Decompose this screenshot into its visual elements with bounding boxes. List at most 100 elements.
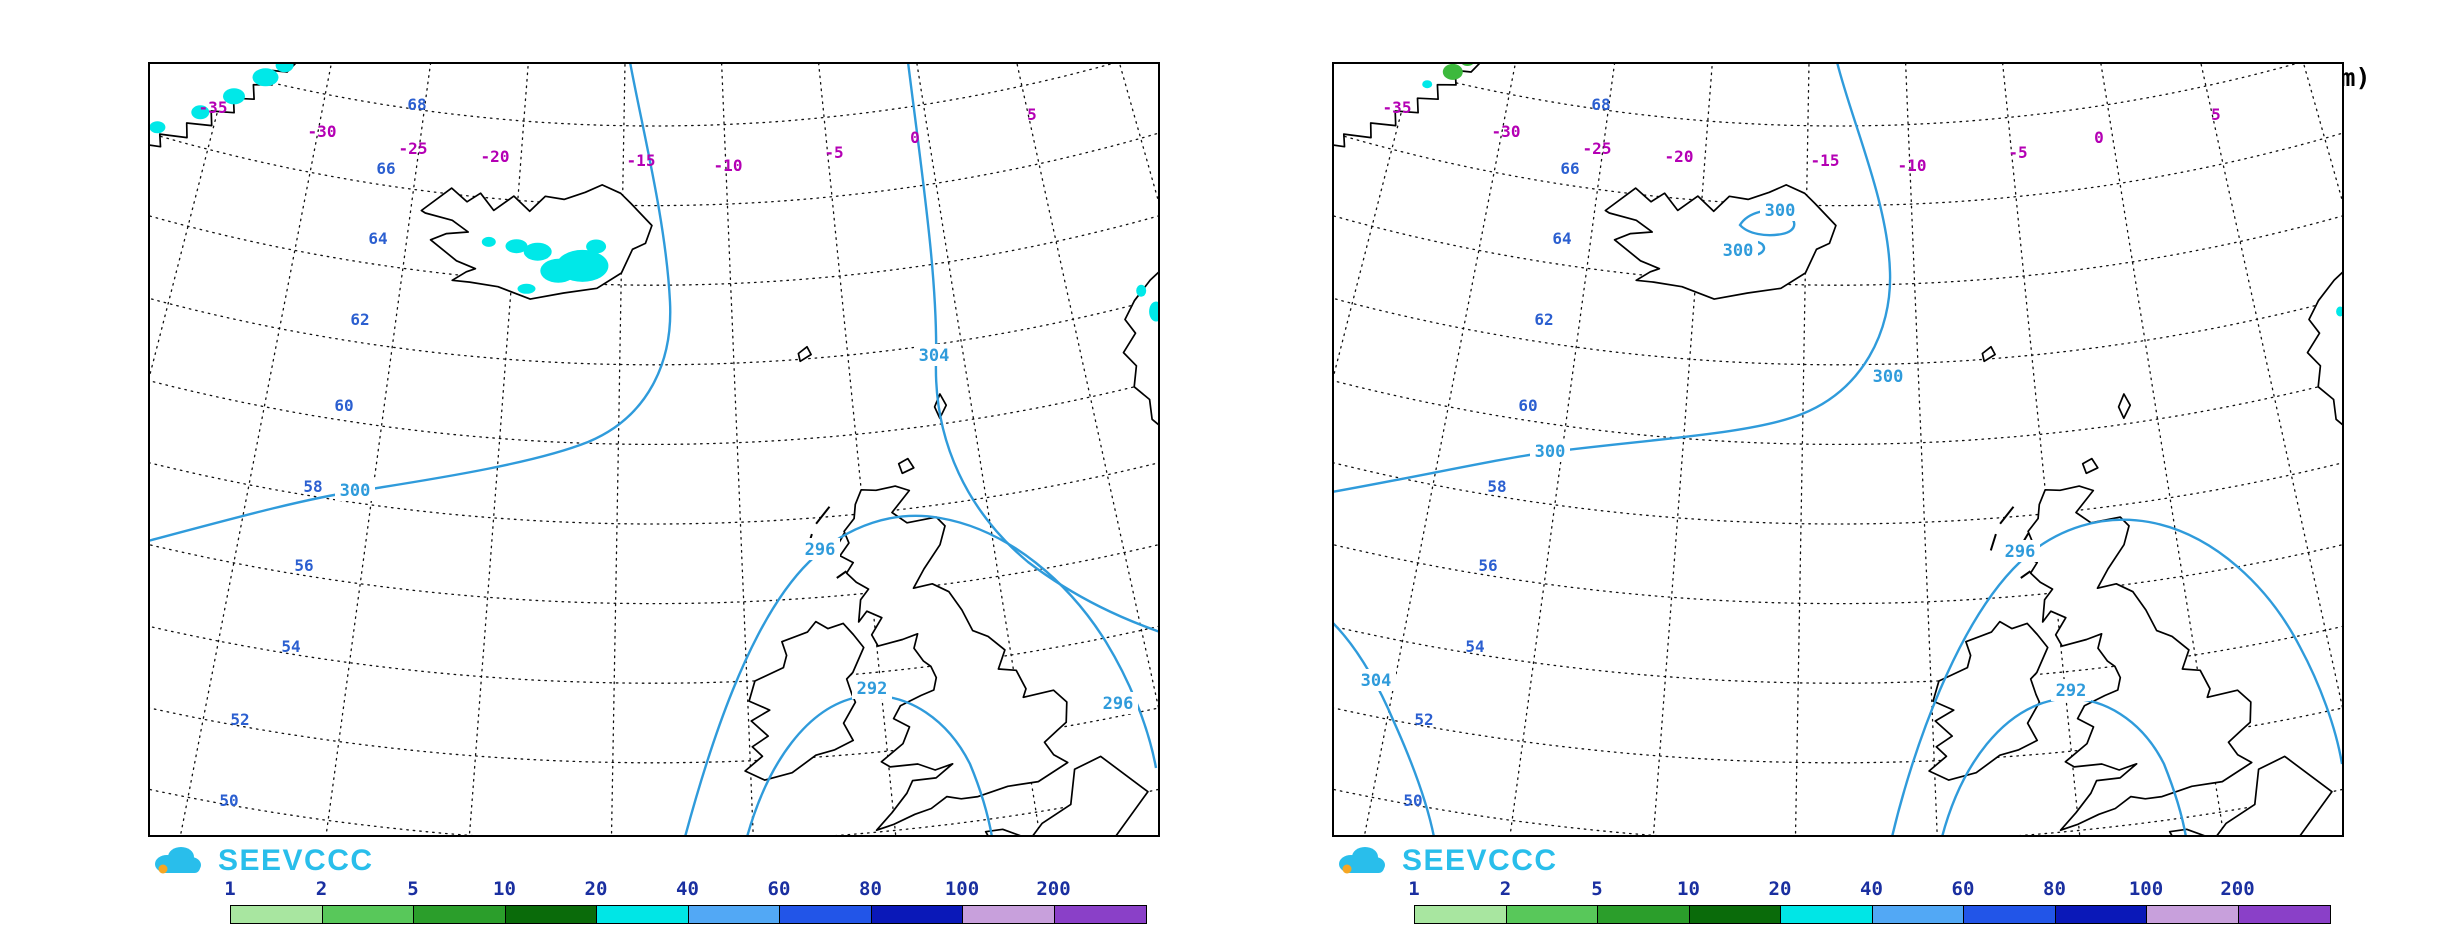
contour-label-bg [2000, 540, 2040, 562]
longitude-label: 5 [2211, 105, 2221, 124]
contour-label: 292 [857, 679, 888, 699]
geopotential-contour [1332, 62, 1892, 494]
longitude-label: -10 [1898, 156, 1927, 175]
latitude-label: 54 [1465, 637, 1484, 656]
coastline [797, 345, 812, 363]
colorbar-label: 2 [315, 878, 328, 900]
colorbar-segment [1053, 905, 1147, 924]
snow-patch [149, 121, 166, 134]
latitude-label: 54 [281, 637, 300, 656]
longitude-label: -5 [2008, 143, 2027, 162]
snow-patch [586, 239, 607, 254]
graticule-line [817, 62, 897, 837]
graticule-line [148, 379, 1160, 446]
latitude-label: 66 [1560, 159, 1579, 178]
graticule-line [1371, 62, 2305, 127]
latitude-label: 66 [376, 159, 395, 178]
colorbar-label: 20 [584, 878, 608, 900]
longitude-label: 5 [1027, 105, 1037, 124]
geopotential-contour [148, 62, 672, 543]
colorbar-segment [687, 905, 781, 924]
colorbar-segment [1780, 905, 1874, 924]
longitude-label: -35 [1383, 98, 1412, 117]
coastline [839, 485, 1069, 832]
colorbar-segment [1505, 905, 1599, 924]
colorbar-segment [1414, 905, 1508, 924]
contour-label-bg [2051, 679, 2091, 701]
graticule-line [1332, 379, 2344, 446]
colorbar-segment [779, 905, 873, 924]
contour-label-bg [914, 344, 954, 366]
snow-patch [275, 62, 294, 73]
snow-patch [540, 258, 577, 283]
contour-label: 300 [1765, 201, 1796, 221]
graticule-line [1332, 62, 1415, 385]
coastline [2020, 570, 2031, 579]
colorbar-label: 10 [1677, 878, 1700, 900]
colorbar-segment [2146, 905, 2240, 924]
graticule-line [148, 214, 1160, 286]
graticule-line [148, 62, 204, 837]
coastline [1928, 620, 2049, 781]
graticule-line [1652, 62, 1714, 837]
geopotential-contour [745, 694, 994, 837]
seevccc-logo: SEEVCCC [1330, 842, 1558, 880]
longitude-label: -5 [824, 143, 843, 162]
geopotential-contour [683, 514, 1158, 837]
colorbar-segment [1871, 905, 1965, 924]
longitude-label: -25 [399, 139, 428, 158]
latitude-label: 64 [1552, 229, 1571, 248]
graticule-line [148, 461, 1160, 525]
longitude-label: -30 [1492, 122, 1521, 141]
colorbar-segment [321, 905, 415, 924]
contour-label-bg [1098, 692, 1138, 714]
colorbar-label: 200 [1036, 878, 1071, 900]
latitude-label: 56 [294, 556, 313, 575]
colorbar-segment [962, 905, 1056, 924]
colorbar-label: 10 [493, 878, 516, 900]
panel-ecmwf: ECMWF forecast: Snow height [cm] and 700… [148, 62, 1160, 924]
cloud-icon [1339, 847, 1385, 874]
snow-patch [517, 283, 536, 294]
coastline [2306, 269, 2344, 427]
latitude-label: 64 [368, 229, 387, 248]
graticule-line [1904, 62, 1938, 837]
colorbar-label: 80 [859, 878, 882, 900]
longitude-label: -10 [714, 156, 743, 175]
colorbar-label: 60 [1951, 878, 1975, 900]
colorbar-segment [596, 905, 690, 924]
coastline [2081, 457, 2099, 475]
colorbar-label: 100 [2128, 878, 2164, 900]
graticule-line [1332, 461, 2344, 525]
contour-label-bg [335, 479, 375, 501]
graticule-line [148, 707, 1160, 764]
latitude-label: 56 [1478, 556, 1497, 575]
colorbar-label: 20 [1768, 878, 1792, 900]
colorbar-label: 200 [2220, 878, 2255, 900]
graticule-line [1332, 62, 1388, 837]
contour-label-bg [852, 677, 892, 699]
coastline [836, 570, 847, 579]
contour-label: 304 [919, 346, 950, 366]
colorbar-segment [230, 905, 324, 924]
graticule-line [720, 62, 754, 837]
graticule-line [179, 62, 333, 837]
longitude-label: -15 [627, 151, 656, 170]
snow-patch [505, 239, 528, 254]
longitude-label: -20 [481, 147, 510, 166]
latitude-label: 58 [1487, 477, 1506, 496]
graticule-line [1332, 132, 2344, 207]
latitude-label: 60 [334, 396, 353, 415]
graticule-line [1332, 707, 2344, 764]
coastline [420, 184, 653, 300]
longitude-label: 0 [2094, 128, 2104, 147]
contour-label: 296 [805, 540, 836, 560]
snow-patch [1422, 80, 1433, 89]
logo-text: SEEVCCC [1402, 844, 1558, 877]
coastline [1122, 269, 1160, 427]
latitude-label: 52 [1414, 710, 1433, 729]
snow-patch [252, 68, 279, 87]
contour-label-bg [1530, 440, 1570, 462]
colorbar-label: 5 [407, 878, 419, 900]
latitude-label: 68 [1591, 95, 1610, 114]
